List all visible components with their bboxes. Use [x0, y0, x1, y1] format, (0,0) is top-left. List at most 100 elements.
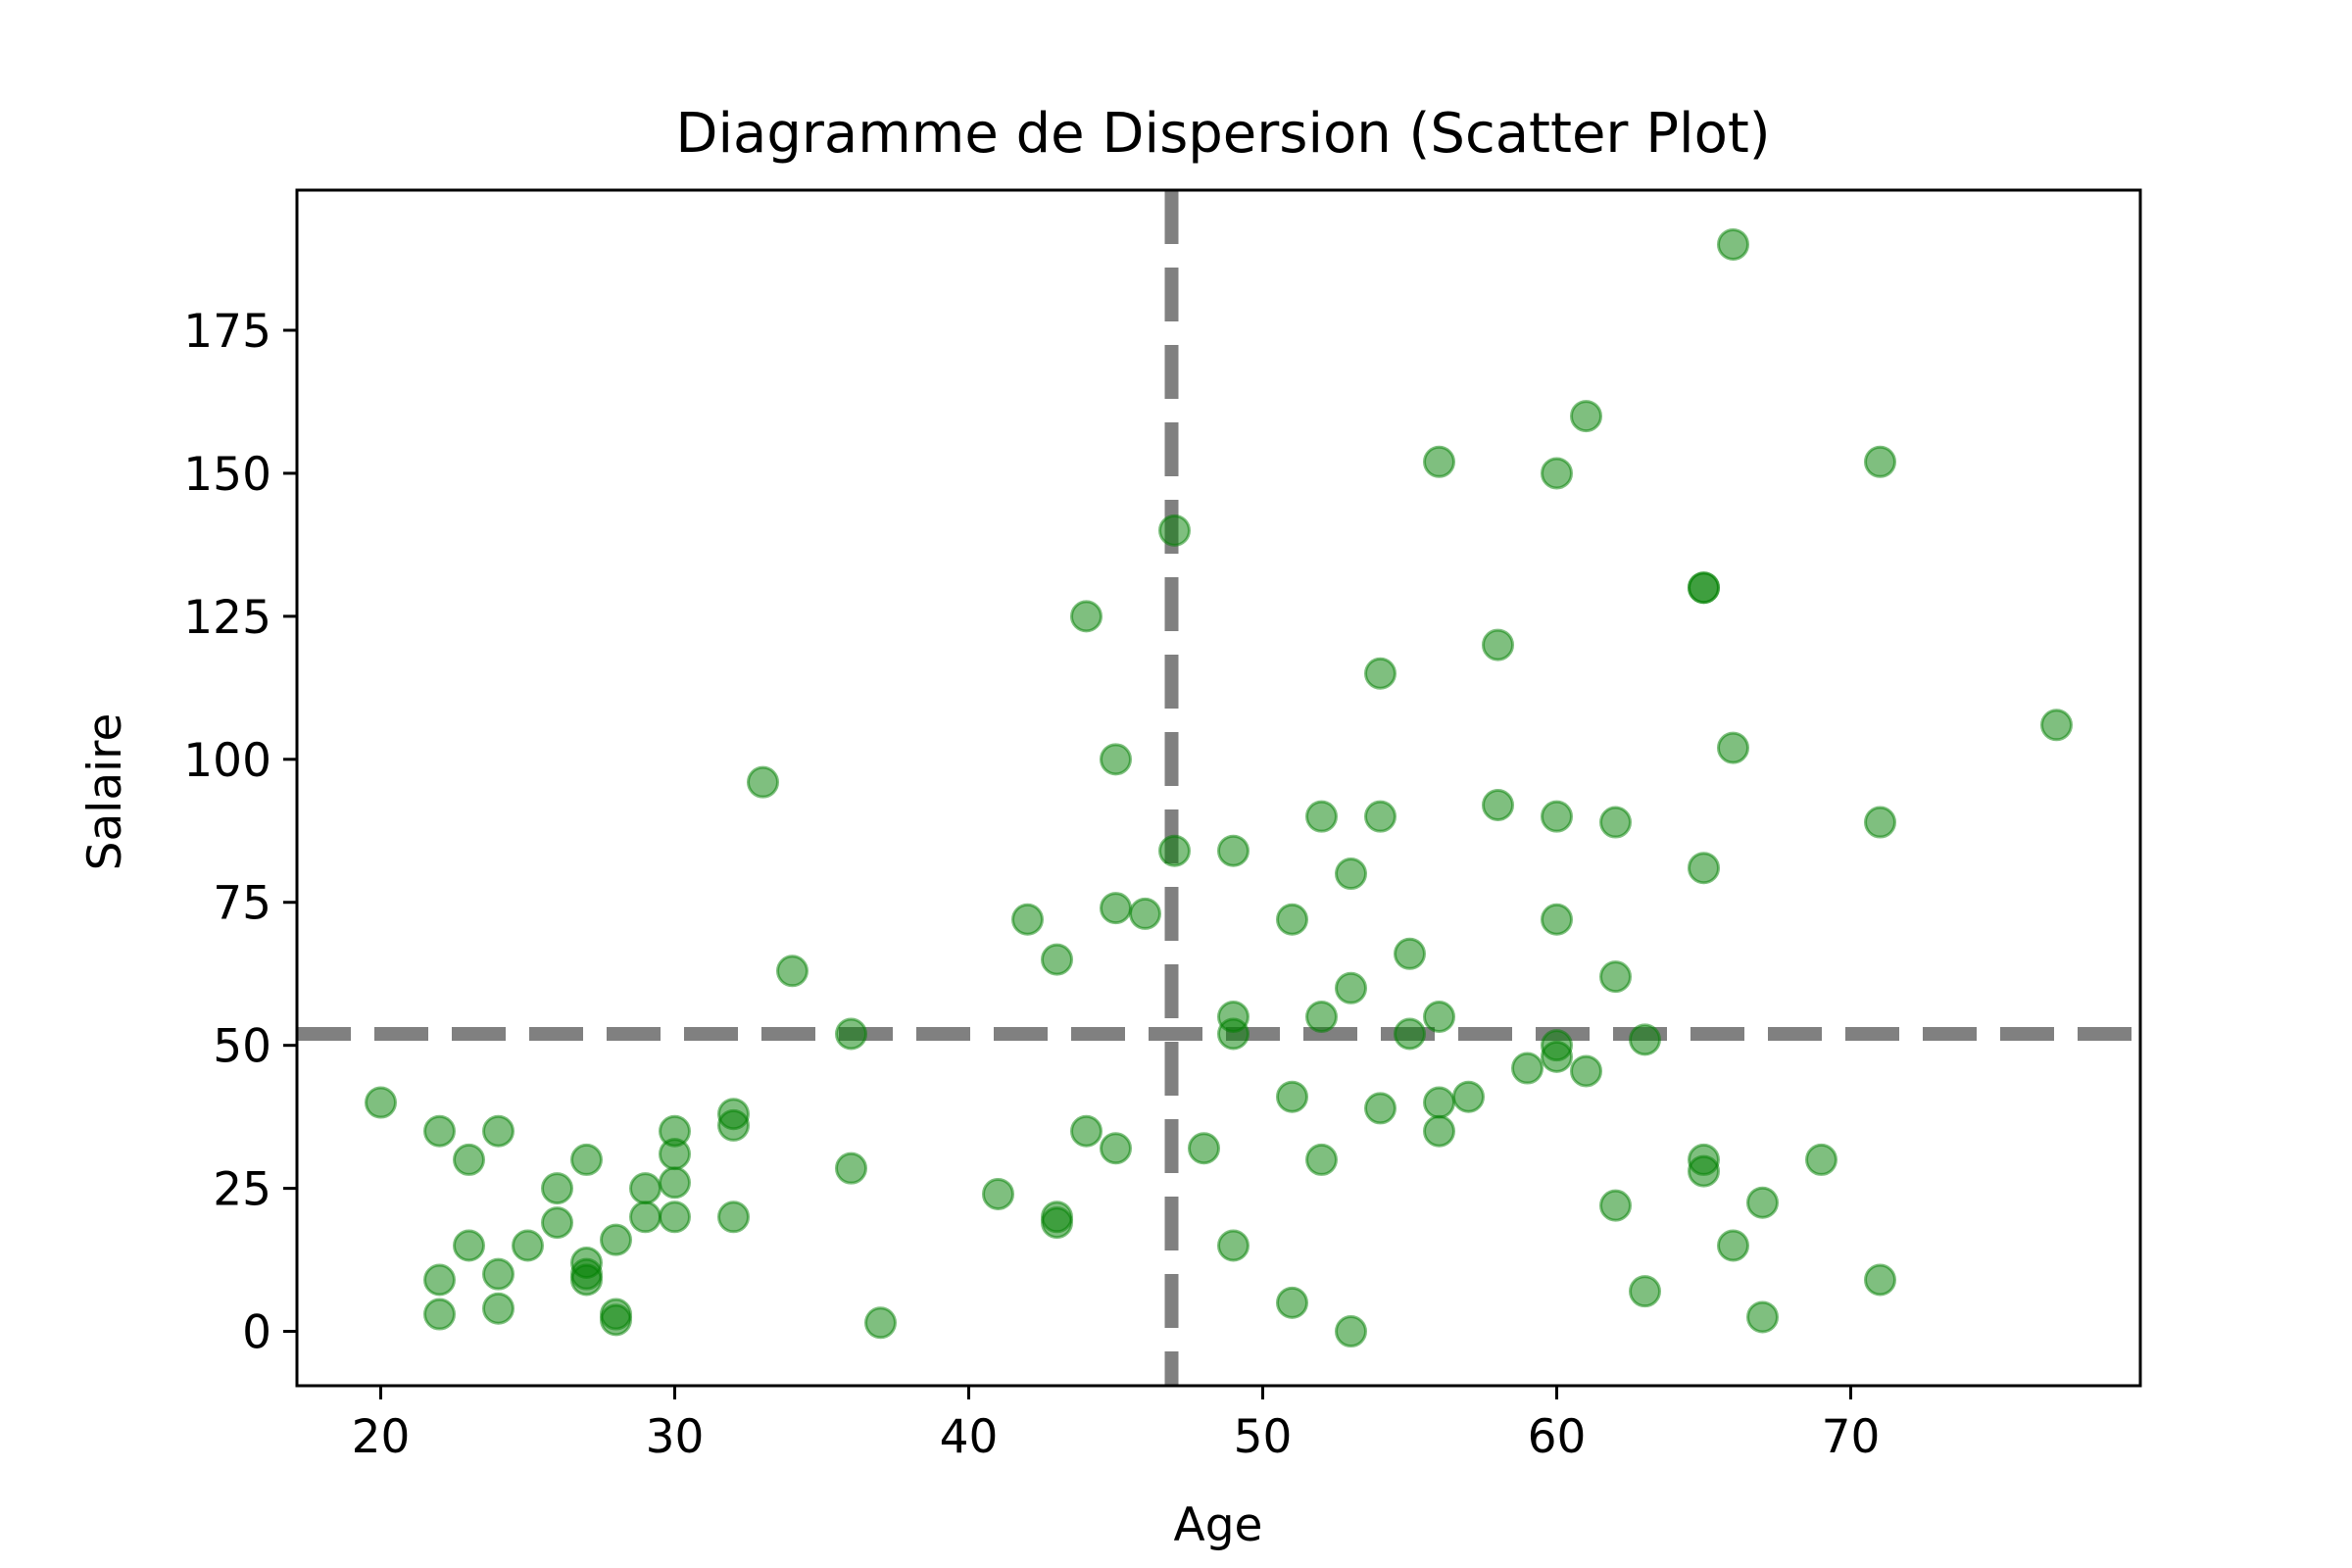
y-tick-label: 175	[183, 305, 271, 359]
data-point	[1805, 1143, 1838, 1176]
data-point	[482, 1114, 514, 1148]
data-point	[423, 1263, 456, 1297]
data-point	[1688, 1154, 1720, 1188]
data-point	[1305, 1143, 1338, 1176]
data-point	[600, 1223, 632, 1256]
data-point	[1423, 1114, 1455, 1148]
data-point	[2040, 709, 2073, 742]
data-point	[1041, 1206, 1073, 1240]
x-tick-label: 30	[646, 1410, 705, 1464]
data-point	[1276, 1286, 1308, 1319]
data-point	[1217, 834, 1250, 867]
y-tick-label: 75	[213, 877, 271, 931]
data-point	[541, 1172, 573, 1205]
data-point	[1335, 1315, 1367, 1348]
data-point	[1129, 897, 1161, 930]
x-tick-label: 20	[352, 1410, 411, 1464]
y-axis-ticks: 0 25 50 75 100 125 150 175	[183, 305, 297, 1360]
data-point	[1423, 445, 1455, 478]
data-point	[1305, 1000, 1338, 1033]
y-tick-label: 25	[213, 1163, 271, 1217]
data-point	[1629, 1275, 1661, 1308]
data-point	[1335, 971, 1367, 1004]
y-tick-label: 100	[183, 734, 271, 788]
data-point	[423, 1298, 456, 1331]
data-point	[1070, 1114, 1102, 1148]
data-point	[1482, 628, 1514, 662]
data-point	[659, 1138, 691, 1171]
data-point	[1864, 806, 1896, 839]
data-point	[1688, 852, 1720, 885]
data-point	[600, 1303, 632, 1337]
data-point	[541, 1206, 573, 1240]
data-point	[1188, 1132, 1220, 1165]
data-point	[717, 1200, 750, 1234]
data-point	[423, 1114, 456, 1148]
data-point	[1394, 1017, 1426, 1051]
data-point	[1364, 800, 1396, 833]
data-point	[1100, 1132, 1132, 1165]
y-tick-label: 125	[183, 591, 271, 645]
data-point	[864, 1306, 897, 1340]
data-point	[1423, 1000, 1455, 1033]
data-point	[659, 1166, 691, 1200]
data-point	[835, 1017, 867, 1051]
y-tick-label: 50	[213, 1020, 271, 1074]
data-point	[453, 1143, 485, 1176]
data-point	[717, 1108, 750, 1142]
data-point	[482, 1257, 514, 1291]
data-point	[629, 1172, 662, 1205]
chart-title: Diagramme de Dispersion (Scatter Plot)	[675, 102, 1770, 166]
data-point	[1541, 457, 1573, 490]
data-point	[1864, 445, 1896, 478]
data-point	[365, 1086, 397, 1119]
y-tick-label: 0	[242, 1306, 271, 1360]
data-point	[1599, 960, 1632, 994]
data-point	[835, 1152, 867, 1185]
data-point	[1599, 806, 1632, 839]
data-point	[1482, 789, 1514, 822]
data-point	[659, 1200, 691, 1234]
data-point	[1041, 943, 1073, 976]
data-point	[1364, 1092, 1396, 1125]
reference-lines	[297, 190, 2140, 1386]
y-tick-label: 150	[183, 448, 271, 502]
data-point	[1541, 1040, 1573, 1073]
data-point	[1394, 937, 1426, 970]
data-point	[1864, 1263, 1896, 1297]
data-point	[1452, 1080, 1485, 1113]
x-tick-label: 40	[940, 1410, 999, 1464]
data-point	[1570, 1054, 1602, 1088]
data-point	[453, 1229, 485, 1262]
x-axis-label: Age	[1174, 1498, 1263, 1552]
x-tick-label: 70	[1822, 1410, 1881, 1464]
plot-area-frame	[295, 188, 2142, 1388]
data-point	[1629, 1023, 1661, 1056]
data-point	[1011, 903, 1044, 936]
data-point	[1717, 731, 1749, 764]
data-point	[1599, 1189, 1632, 1222]
data-point	[512, 1229, 544, 1262]
data-point	[1423, 1086, 1455, 1119]
data-point	[1746, 1300, 1779, 1334]
data-point	[1158, 514, 1191, 547]
data-point	[1541, 903, 1573, 936]
data-points	[365, 227, 2073, 1348]
x-axis-ticks: 20 30 40 50 60 70	[352, 1386, 1881, 1464]
x-tick-label: 50	[1234, 1410, 1293, 1464]
data-point	[776, 955, 808, 988]
data-point	[1364, 657, 1396, 690]
data-point	[1717, 1229, 1749, 1262]
data-point	[629, 1200, 662, 1234]
data-point	[1100, 892, 1132, 925]
data-point	[1276, 1080, 1308, 1113]
data-point	[1746, 1186, 1779, 1219]
data-point	[1541, 800, 1573, 833]
data-point	[747, 765, 779, 799]
data-point	[982, 1177, 1014, 1210]
data-point	[1570, 400, 1602, 433]
data-point	[1305, 800, 1338, 833]
data-point	[1335, 858, 1367, 891]
